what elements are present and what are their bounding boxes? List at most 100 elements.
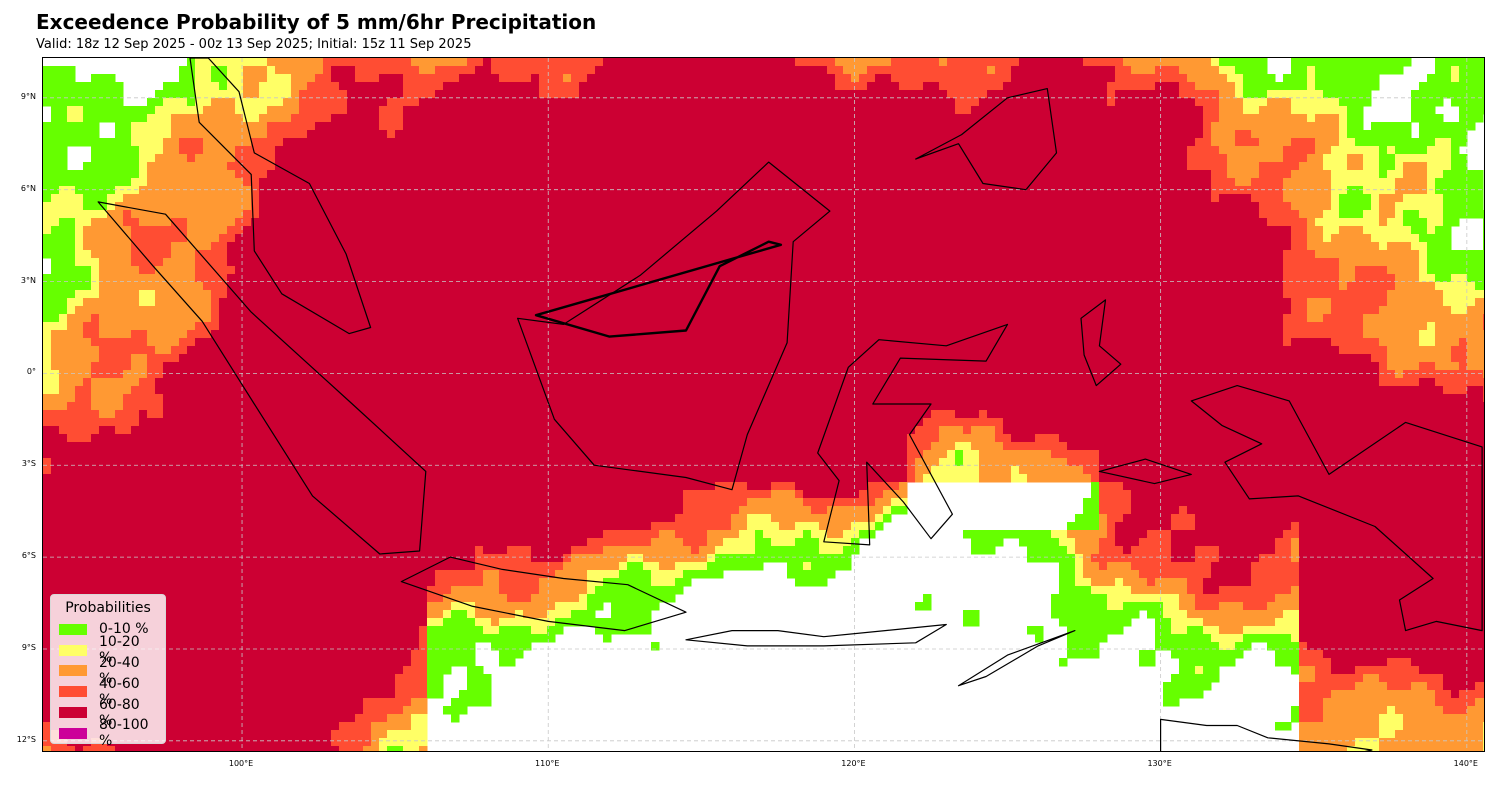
- precip-cell: [683, 210, 692, 219]
- precip-cell: [179, 202, 188, 211]
- precip-cell: [739, 258, 748, 267]
- precip-cell: [475, 218, 484, 227]
- precip-cell: [811, 114, 820, 123]
- precip-cell: [467, 122, 476, 131]
- precip-cell: [1107, 82, 1116, 91]
- precip-cell: [1131, 58, 1140, 67]
- map-canvas[interactable]: [43, 58, 1485, 752]
- precip-cell: [75, 218, 84, 227]
- precip-cell: [1251, 162, 1260, 171]
- precip-cell: [299, 266, 308, 275]
- precip-cell: [1451, 154, 1460, 163]
- precip-cell: [1475, 58, 1484, 67]
- precip-cell: [539, 138, 548, 147]
- precip-cell: [291, 170, 300, 179]
- precip-cell: [347, 218, 356, 227]
- precip-cell: [915, 210, 924, 219]
- precip-cell: [299, 58, 308, 67]
- precip-cell: [1147, 106, 1156, 115]
- precip-cell: [851, 130, 860, 139]
- precip-cell: [835, 170, 844, 179]
- precip-cell: [523, 82, 532, 91]
- precip-cell: [1259, 74, 1268, 83]
- precip-cell: [1075, 202, 1084, 211]
- precip-cell: [1059, 58, 1068, 67]
- precip-cell: [1107, 114, 1116, 123]
- precip-cell: [451, 58, 460, 67]
- precip-cell: [1331, 258, 1340, 267]
- precip-cell: [491, 178, 500, 187]
- precip-cell: [835, 258, 844, 267]
- precip-cell: [251, 98, 260, 107]
- precip-cell: [1003, 98, 1012, 107]
- precip-cell: [1347, 122, 1356, 131]
- precip-cell: [571, 162, 580, 171]
- precip-cell: [907, 210, 916, 219]
- precip-cell: [1371, 218, 1380, 227]
- precip-cell: [787, 106, 796, 115]
- precip-cell: [355, 178, 364, 187]
- precip-cell: [1275, 250, 1284, 259]
- precip-cell: [1363, 146, 1372, 155]
- precip-cell: [811, 138, 820, 147]
- precip-cell: [971, 82, 980, 91]
- precip-cell: [307, 218, 316, 227]
- precip-cell: [363, 266, 372, 275]
- precip-cell: [43, 186, 52, 195]
- precip-cell: [443, 266, 452, 275]
- precip-cell: [51, 194, 60, 203]
- precip-cell: [643, 242, 652, 251]
- precip-cell: [1075, 138, 1084, 147]
- precip-cell: [43, 130, 52, 139]
- precip-cell: [619, 58, 628, 67]
- precip-cell: [163, 242, 172, 251]
- precip-cell: [1219, 66, 1228, 75]
- precip-cell: [1235, 66, 1244, 75]
- precip-cell: [459, 234, 468, 243]
- precip-cell: [755, 170, 764, 179]
- precip-cell: [1235, 266, 1244, 275]
- precip-cell: [443, 74, 452, 83]
- precip-cell: [827, 170, 836, 179]
- precip-cell: [1483, 90, 1484, 99]
- precip-cell: [1163, 98, 1172, 107]
- precip-cell: [515, 274, 524, 283]
- precip-cell: [67, 218, 76, 227]
- precip-cell: [411, 122, 420, 131]
- precip-cell: [355, 266, 364, 275]
- precip-cell: [739, 130, 748, 139]
- precip-cell: [1475, 250, 1484, 259]
- precip-cell: [459, 138, 468, 147]
- precip-cell: [739, 194, 748, 203]
- precip-cell: [251, 170, 260, 179]
- precip-cell: [835, 226, 844, 235]
- precip-cell: [627, 66, 636, 75]
- precip-cell: [547, 186, 556, 195]
- precip-cell: [627, 202, 636, 211]
- precip-cell: [1307, 186, 1316, 195]
- precip-cell: [1027, 82, 1036, 91]
- map-frame[interactable]: [42, 57, 1485, 752]
- precip-cell: [115, 170, 124, 179]
- precip-cell: [59, 210, 68, 219]
- precip-cell: [899, 242, 908, 251]
- precip-cell: [163, 282, 172, 291]
- precip-cell: [355, 74, 364, 83]
- precip-cell: [899, 226, 908, 235]
- precip-cell: [427, 90, 436, 99]
- precip-cell: [123, 258, 132, 267]
- precip-cell: [219, 146, 228, 155]
- precip-cell: [611, 258, 620, 267]
- precip-cell: [803, 98, 812, 107]
- precip-cell: [1219, 258, 1228, 267]
- precip-cell: [1339, 138, 1348, 147]
- precip-cell: [915, 266, 924, 275]
- precip-cell: [195, 234, 204, 243]
- precip-cell: [99, 258, 108, 267]
- precip-cell: [1387, 234, 1396, 243]
- precip-cell: [1179, 178, 1188, 187]
- precip-cell: [1083, 114, 1092, 123]
- precip-cell: [627, 122, 636, 131]
- precip-cell: [251, 90, 260, 99]
- precip-cell: [51, 250, 60, 259]
